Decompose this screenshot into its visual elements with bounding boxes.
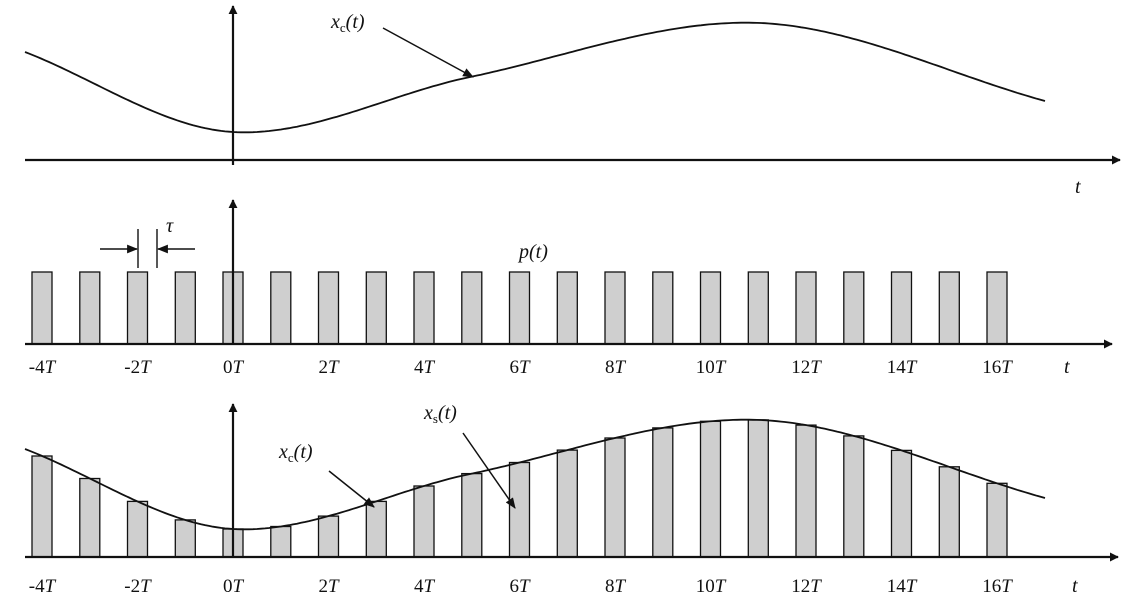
continuous-signal-envelope xyxy=(24,418,1046,531)
tick-label: 10T xyxy=(696,357,727,378)
middle-tick-labels: -4T -2T 0T 2T 4T 6T 8T 10T 12T 14T 16T xyxy=(29,357,1013,378)
tick-label: 16T xyxy=(982,357,1013,378)
tick-label: 4T xyxy=(414,576,436,597)
pulse-train xyxy=(31,271,1008,345)
tick-label: 16T xyxy=(982,576,1013,597)
tick-label: 4T xyxy=(414,357,436,378)
bottom-axis-label: t xyxy=(1072,575,1078,597)
tick-label: 12T xyxy=(791,576,822,597)
pulse xyxy=(795,271,817,345)
sample-pulse xyxy=(938,466,960,558)
sample-pulse xyxy=(461,472,483,558)
sample-pulse xyxy=(365,500,387,558)
top-label-pointer xyxy=(382,27,474,78)
sample-pulse xyxy=(31,455,53,558)
pulse xyxy=(317,271,340,345)
sample-pulse xyxy=(126,500,149,558)
pulse xyxy=(938,271,960,345)
pulse xyxy=(843,271,865,345)
sample-pulse xyxy=(317,515,340,558)
tick-label: 10T xyxy=(696,576,727,597)
bottom-panel: xc(t) xs(t) -4T -2T 0T 2T 4T 6T 8T 10T 12T 14T 16T… xyxy=(24,402,1119,597)
tick-label: 8T xyxy=(605,576,627,597)
pulse xyxy=(604,271,626,345)
pulse xyxy=(890,271,913,345)
pulse xyxy=(365,271,387,345)
sample-pulse xyxy=(174,519,196,558)
bottom-tick-labels: -4T -2T 0T 2T 4T 6T 8T 10T 12T 14T 16T xyxy=(29,576,1013,597)
sample-pulse xyxy=(843,435,865,558)
sample-pulse xyxy=(604,437,626,558)
pulse xyxy=(556,271,578,345)
tick-label: 12T xyxy=(791,357,822,378)
tick-label: 6T xyxy=(509,357,531,378)
pulse xyxy=(413,271,435,345)
top-signal-label: xc(t) xyxy=(330,11,365,35)
sample-pulse xyxy=(652,427,674,558)
tick-label: 14T xyxy=(887,357,918,378)
sample-pulse xyxy=(270,525,292,558)
tick-label: 2T xyxy=(318,576,340,597)
sampled-label-pointer xyxy=(462,432,516,509)
continuous-signal-curve xyxy=(24,21,1046,134)
sample-pulse xyxy=(890,449,913,558)
tick-label: 2T xyxy=(318,357,340,378)
bottom-continuous-label: xc(t) xyxy=(278,441,313,465)
sample-pulse xyxy=(986,482,1008,558)
pulse xyxy=(174,271,196,345)
pulse xyxy=(652,271,674,345)
sample-pulse xyxy=(413,485,435,558)
sample-pulse xyxy=(795,424,817,558)
pulse xyxy=(270,271,292,345)
top-panel: xc(t) t xyxy=(24,5,1121,198)
sample-pulse xyxy=(699,420,722,558)
top-axis-label: t xyxy=(1075,176,1081,198)
tick-label: -4T xyxy=(29,576,57,597)
tick-label: -2T xyxy=(124,357,152,378)
sample-pulse xyxy=(747,419,769,558)
bottom-sampled-label: xs(t) xyxy=(423,402,457,426)
sample-pulse xyxy=(79,477,101,558)
middle-panel: τ p(t) -4T -2T 0T 2T 4T 6T 8T 10T 12T 14T 16T t xyxy=(25,199,1113,378)
sample-pulse xyxy=(508,461,531,558)
tau-label: τ xyxy=(166,215,174,237)
pulse xyxy=(986,271,1008,345)
tick-label: 8T xyxy=(605,357,627,378)
pulse xyxy=(31,271,53,345)
tick-label: -4T xyxy=(29,357,57,378)
pulse xyxy=(126,271,149,345)
pulse-train-label: p(t) xyxy=(517,241,548,263)
sampled-pulses xyxy=(31,419,1008,558)
tick-label: 0T xyxy=(223,576,245,597)
tick-label: 0T xyxy=(223,357,245,378)
pulse xyxy=(461,271,483,345)
pulse xyxy=(699,271,722,345)
tick-label: -2T xyxy=(124,576,152,597)
pulse xyxy=(79,271,101,345)
tick-label: 6T xyxy=(509,576,531,597)
sample-pulse xyxy=(556,449,578,558)
tick-label: 14T xyxy=(887,576,918,597)
pulse xyxy=(747,271,769,345)
continuous-label-pointer xyxy=(328,470,375,508)
middle-axis-label: t xyxy=(1064,356,1070,378)
pulse xyxy=(508,271,531,345)
